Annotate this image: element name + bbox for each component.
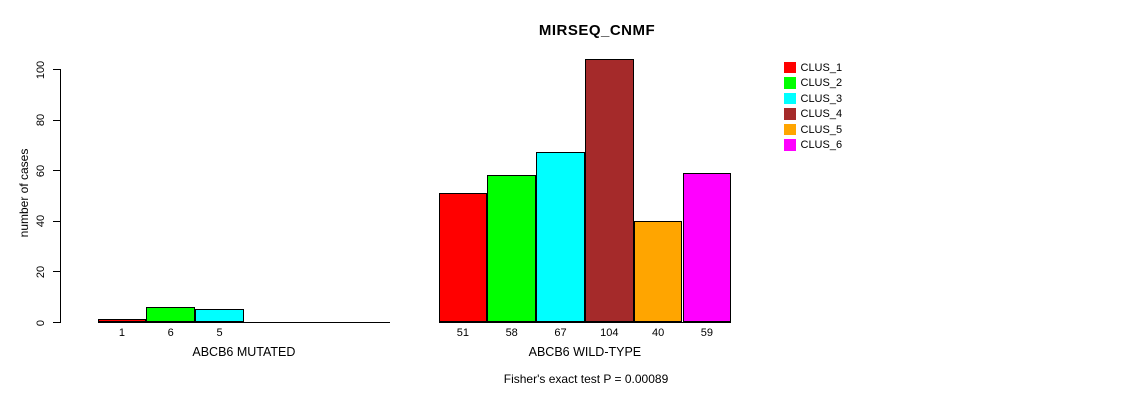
legend-swatch-icon xyxy=(784,77,796,89)
bar-value-label: 104 xyxy=(600,327,619,339)
legend-swatch-icon xyxy=(784,123,796,136)
bar-abcb6-wild-type-clus_6 xyxy=(682,172,732,322)
bar-abcb6-wild-type-clus_1 xyxy=(438,192,488,322)
y-axis-tick-label: 80 xyxy=(35,113,47,127)
bar-abcb6-mutated-clus_3 xyxy=(195,309,244,322)
bar-abcb6-mutated-clus_1 xyxy=(97,319,147,322)
annotation-text: Fisher's exact test P = 0.00089 xyxy=(503,372,669,386)
bar-value-label: 58 xyxy=(505,327,518,339)
y-axis-tick-label: 40 xyxy=(35,215,47,228)
legend-label: CLUS_5 xyxy=(800,123,843,136)
group-label: ABCB6 MUTATED xyxy=(192,345,296,359)
legend-item: CLUS_2 xyxy=(784,77,842,90)
bar-abcb6-wild-type-clus_5 xyxy=(633,220,683,322)
bar-abcb6-wild-type-clus_2 xyxy=(487,175,537,322)
bar-abcb6-mutated-clus_2 xyxy=(146,306,196,322)
y-axis-tick xyxy=(52,322,60,323)
bar-abcb6-wild-type-clus_4 xyxy=(584,58,634,322)
legend-item: CLUS_3 xyxy=(784,92,842,105)
legend-swatch-icon xyxy=(784,61,796,74)
group-axis-line xyxy=(97,322,391,323)
legend-label: CLUS_2 xyxy=(800,77,843,89)
y-axis-tick xyxy=(52,170,60,172)
legend-label: CLUS_1 xyxy=(800,61,843,74)
group-label: ABCB6 WILD-TYPE xyxy=(528,345,642,359)
legend-item: CLUS_4 xyxy=(784,108,842,121)
chart-title: MIRSEQ_CNMF xyxy=(538,22,656,39)
y-axis-tick-label: 100 xyxy=(35,60,47,79)
legend-swatch-icon xyxy=(784,92,796,105)
bar-value-label: 67 xyxy=(554,327,567,339)
bar-value-label: 1 xyxy=(118,327,125,339)
y-axis-tick xyxy=(52,220,60,222)
legend-swatch-icon xyxy=(784,139,796,151)
y-axis-tick-label: 60 xyxy=(35,164,47,177)
legend-label: CLUS_4 xyxy=(800,108,843,120)
y-axis-tick xyxy=(52,271,60,273)
legend-item: CLUS_1 xyxy=(784,61,842,74)
bar-abcb6-wild-type-clus_3 xyxy=(536,152,585,322)
y-axis-tick xyxy=(52,119,60,121)
legend-item: CLUS_6 xyxy=(784,139,842,152)
bar-value-label: 59 xyxy=(700,327,714,339)
group-axis-line xyxy=(438,322,732,323)
bar-value-label: 5 xyxy=(216,327,223,339)
y-axis-tick-label: 0 xyxy=(35,319,47,326)
bar-value-label: 51 xyxy=(456,327,470,339)
y-axis-tick-label: 20 xyxy=(35,265,47,279)
legend-swatch-icon xyxy=(784,108,796,120)
bar-value-label: 6 xyxy=(167,327,174,339)
y-axis-tick xyxy=(52,69,60,70)
legend-item: CLUS_5 xyxy=(784,123,842,136)
y-axis-label: number of cases xyxy=(17,148,31,238)
legend-label: CLUS_3 xyxy=(800,92,843,105)
y-axis-line xyxy=(59,69,61,323)
legend-label: CLUS_6 xyxy=(800,139,843,151)
bar-value-label: 40 xyxy=(651,327,665,339)
